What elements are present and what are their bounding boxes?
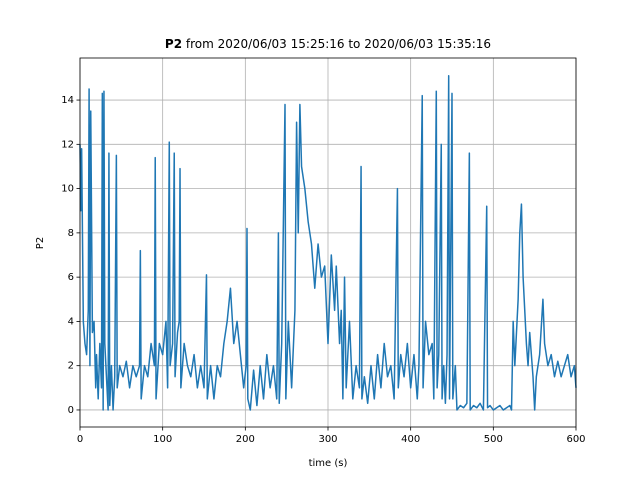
- y-tick-label: 12: [61, 139, 74, 150]
- x-tick-label: 600: [566, 434, 585, 445]
- y-tick-label: 2: [68, 361, 74, 372]
- y-tick-label: 14: [61, 95, 74, 106]
- x-tick-label: 500: [484, 434, 503, 445]
- x-tick-label: 400: [401, 434, 420, 445]
- x-axis-label: time (s): [309, 458, 348, 469]
- y-tick-label: 4: [68, 316, 74, 327]
- x-tick-label: 0: [77, 434, 83, 445]
- x-tick-label: 200: [236, 434, 255, 445]
- x-tick-label: 100: [153, 434, 172, 445]
- y-tick-label: 6: [68, 272, 74, 283]
- x-tick-label: 300: [318, 434, 337, 445]
- line: [79, 74, 577, 411]
- plot-frame: [79, 57, 577, 428]
- y-tick-label: 8: [68, 228, 74, 239]
- title-bold: P2: [165, 37, 182, 51]
- chart-title: P2 from 2020/06/03 15:25:16 to 2020/06/0…: [165, 37, 491, 51]
- y-axis-label: P2: [35, 237, 46, 249]
- y-tick-label: 0: [68, 405, 74, 416]
- y-tick-label: 10: [61, 184, 74, 195]
- title-text: from 2020/06/03 15:25:16 to 2020/06/03 1…: [186, 37, 491, 51]
